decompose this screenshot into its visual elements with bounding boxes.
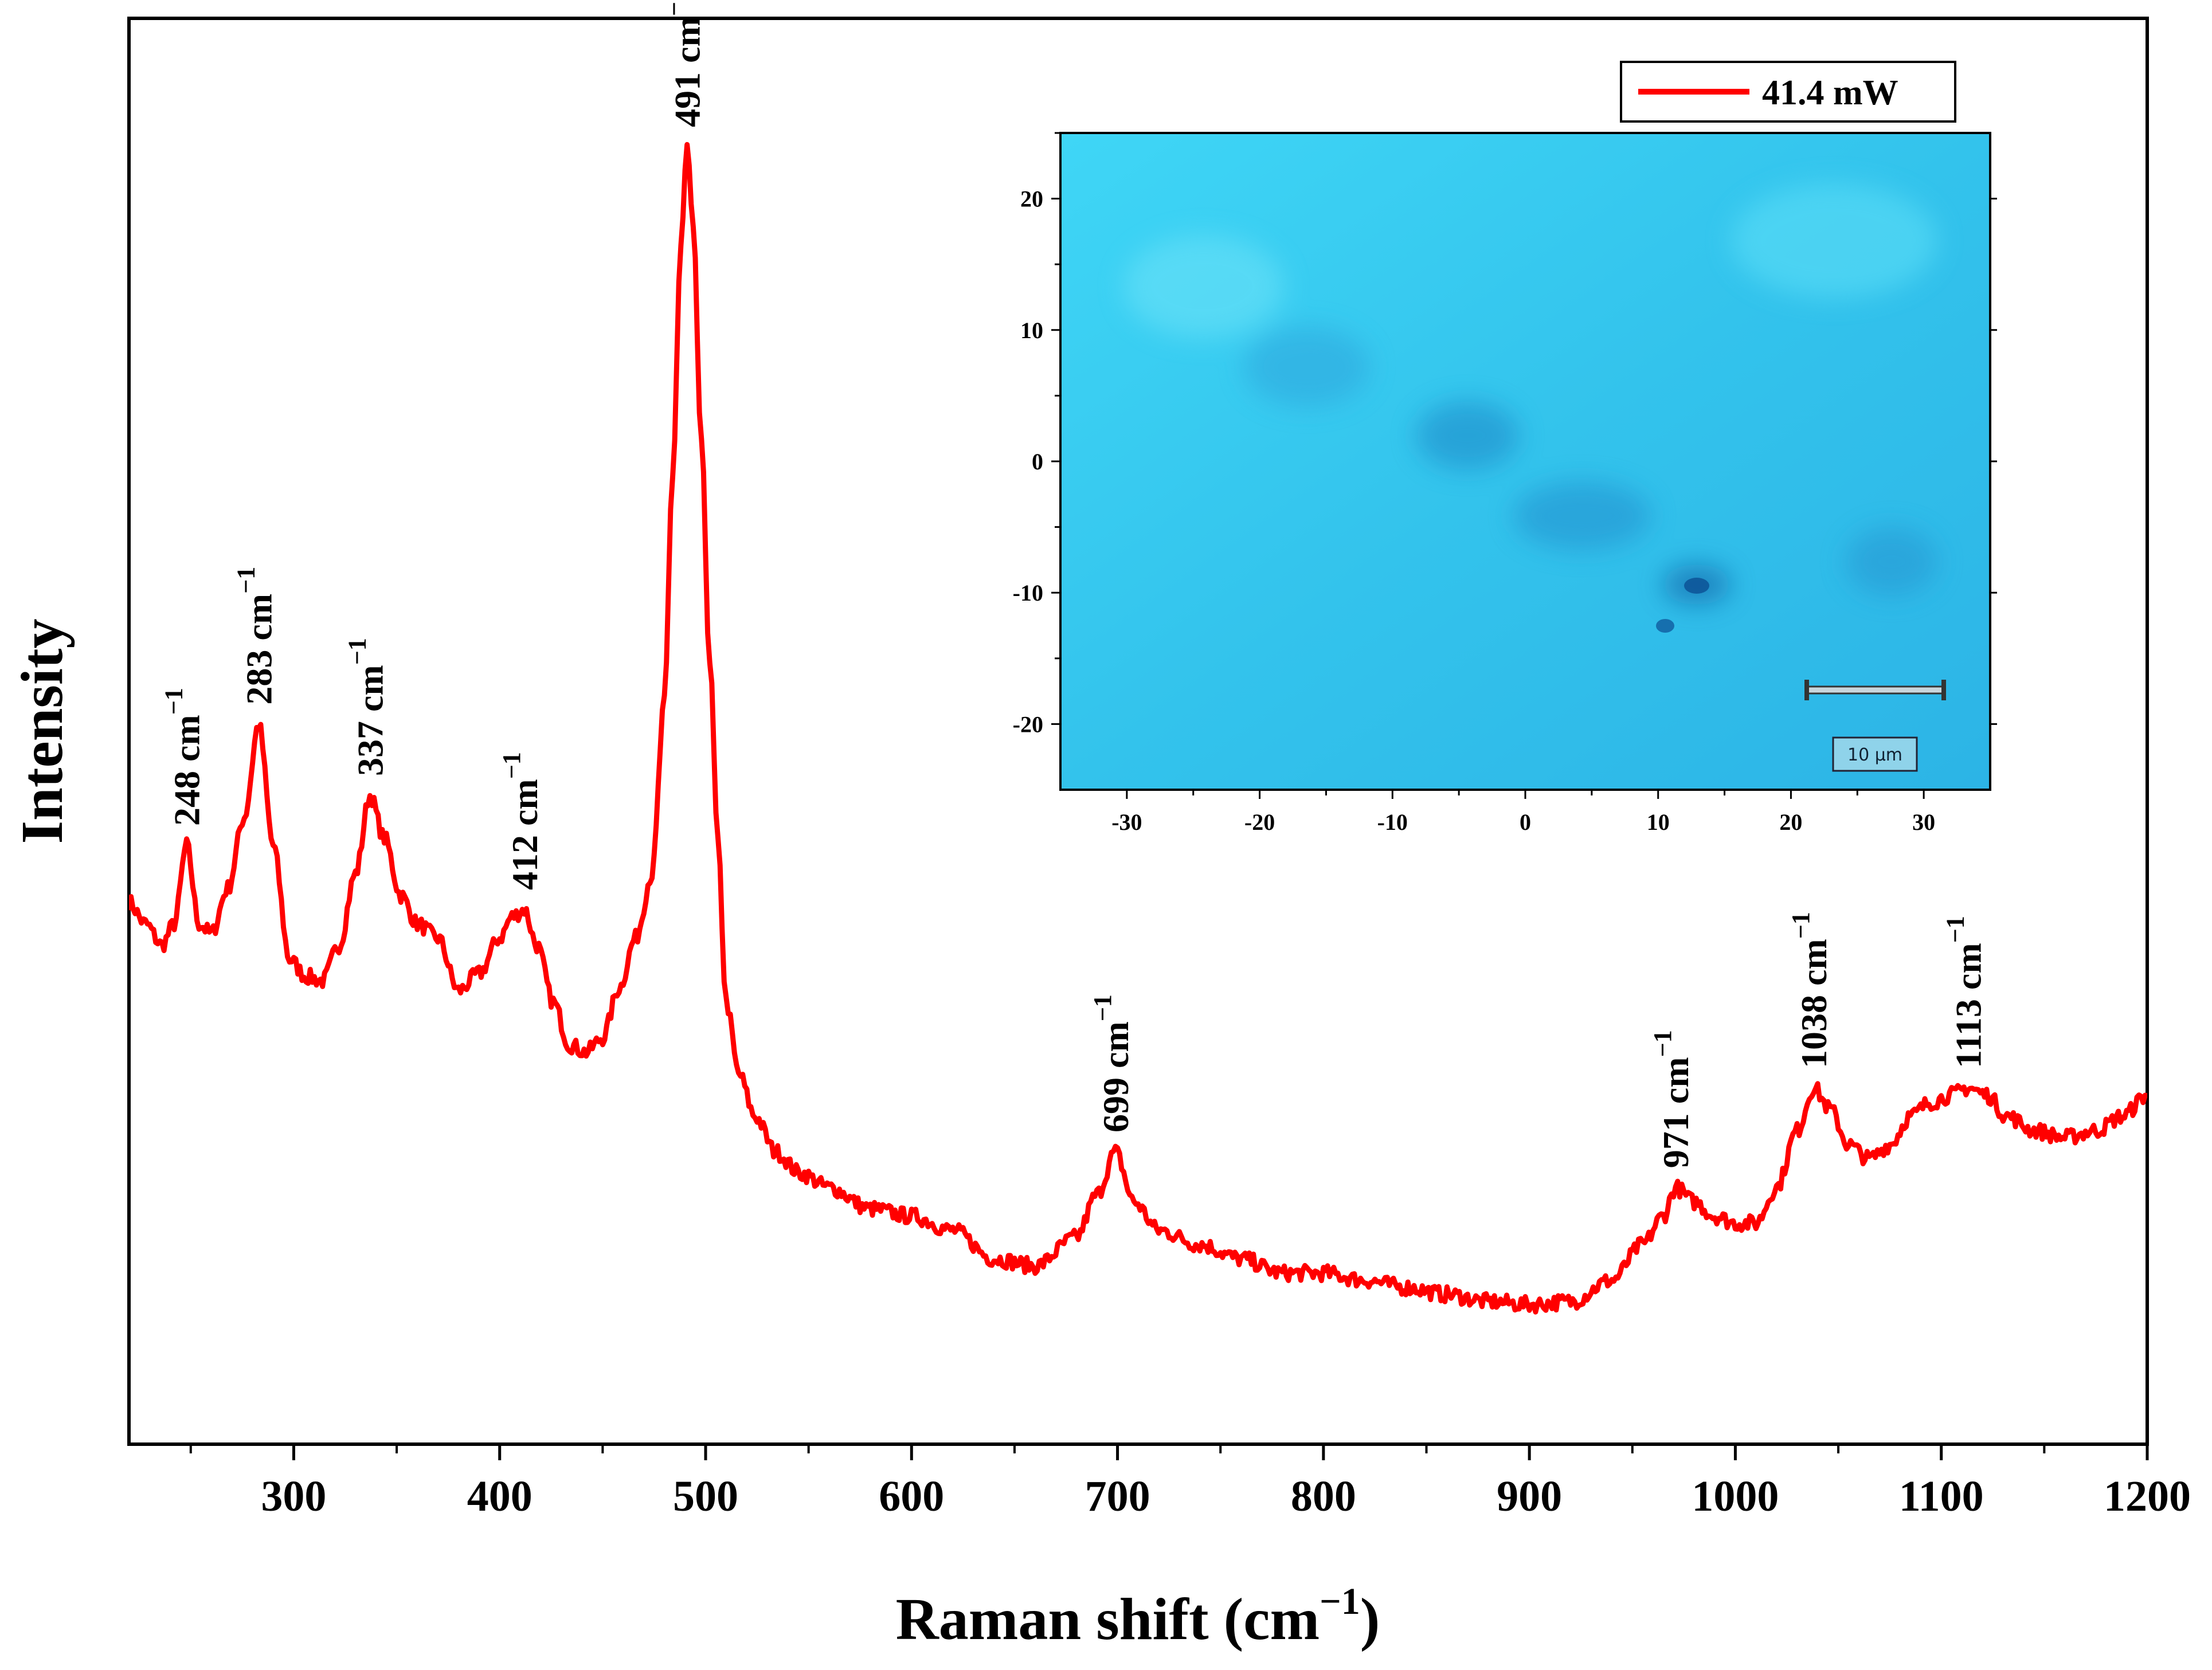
x-tick-label: 900 [1497, 1472, 1562, 1520]
x-tick-label: 1100 [1899, 1472, 1984, 1520]
inset-dark-patch [1244, 327, 1370, 407]
peak-label: 412 cm−1 [498, 752, 545, 890]
plot-area-frame [127, 17, 2149, 1446]
inset-y-tick-label: 10 [1020, 317, 1043, 343]
scale-bar-right-cap [1941, 680, 1946, 700]
inset-dark-spot [1656, 619, 1674, 633]
inset-x-tick-label: -10 [1377, 809, 1408, 835]
scale-bar-left-cap [1804, 680, 1809, 700]
peak-label-value: 412 cm [504, 779, 545, 890]
x-axis-title-sup: −1 [1320, 1581, 1360, 1622]
peak-label-sup: −1 [1089, 994, 1117, 1021]
inset-image-texture [1123, 183, 1937, 605]
x-tick-label: 600 [879, 1472, 944, 1520]
inset-x-tick-label: -30 [1111, 809, 1142, 835]
y-axis-title: Intensity [9, 619, 75, 844]
scale-bar-line [1806, 685, 1944, 695]
x-tick-label: 800 [1291, 1472, 1356, 1520]
scale-bar-label: 10 µm [1847, 745, 1902, 765]
peak-label: 971 cm−1 [1649, 1030, 1696, 1168]
x-tick-label: 500 [673, 1472, 738, 1520]
x-tick-label: 400 [467, 1472, 533, 1520]
inset-y-tick-label: 0 [1032, 449, 1043, 475]
inset-x-tick-label: -20 [1244, 809, 1275, 835]
inset-dark-patch [1846, 527, 1937, 596]
peak-label-value: 248 cm [167, 715, 208, 826]
inset-y-tick-label: -20 [1013, 711, 1043, 737]
peak-label-sup: −1 [343, 638, 371, 665]
inset-light-patch [1731, 183, 1937, 298]
inset-dark-patch [1513, 481, 1651, 550]
peak-label-sup: −1 [660, 0, 688, 16]
x-tick-label: 1200 [2104, 1472, 2191, 1520]
peak-label: 491 cm−1 [660, 0, 708, 127]
scale-bar-label-box [1832, 736, 1918, 772]
inset-x-tick-label: 20 [1779, 809, 1802, 835]
inset-x-tick-label: 10 [1647, 809, 1670, 835]
peak-label-value: 283 cm [238, 594, 279, 705]
inset-microscope-image: -30 -20 -10 0 10 20 30 20 10 0 -10 -20 10 µm [1013, 132, 1997, 835]
inset-scale-bar: 10 µm [1804, 680, 1946, 772]
x-tick-label: 300 [261, 1472, 326, 1520]
peak-label-sup: −1 [1941, 916, 1969, 943]
peak-label-sup: −1 [498, 752, 526, 779]
inset-x-axis-ticks: -30 -20 -10 0 10 20 30 [1111, 790, 1935, 835]
inset-x-tick-label: 0 [1520, 809, 1531, 835]
inset-dark-spot [1684, 578, 1709, 594]
peak-label: 248 cm−1 [160, 688, 208, 826]
spectrum-series-line [129, 142, 2147, 1315]
peak-label-value: 971 cm [1655, 1057, 1696, 1168]
inset-dark-patch [1416, 401, 1519, 470]
peak-label: 337 cm−1 [343, 638, 390, 776]
peak-label-value: 337 cm [350, 665, 390, 776]
inset-y-tick-label: 20 [1020, 186, 1043, 212]
peak-label-value: 699 cm [1095, 1021, 1136, 1132]
peak-label: 1038 cm−1 [1787, 912, 1834, 1068]
peak-label-sup: −1 [1787, 912, 1815, 939]
x-axis-title-suffix: ) [1360, 1586, 1380, 1652]
peak-label-value: 491 cm [667, 16, 708, 127]
inset-y-tick-label: -10 [1013, 580, 1043, 606]
x-tick-label: 1000 [1692, 1472, 1779, 1520]
peak-label-value: 1113 cm [1948, 943, 1988, 1068]
peak-label: 283 cm−1 [232, 567, 279, 705]
peak-label-sup: −1 [232, 567, 260, 594]
legend: 41.4 mW [1620, 61, 1956, 123]
inset-x-tick-label: 30 [1912, 809, 1935, 835]
x-axis-ticks: 300 400 500 600 700 800 900 1000 1100 1200 [189, 1444, 2191, 1520]
x-tick-label: 700 [1085, 1472, 1150, 1520]
x-axis-title-main: Raman shift (cm [896, 1586, 1320, 1652]
peak-label: 1113 cm−1 [1941, 916, 1988, 1068]
x-axis-title: Raman shift (cm−1) [896, 1581, 1380, 1652]
peak-label-value: 1038 cm [1794, 939, 1834, 1068]
peak-label: 699 cm−1 [1089, 994, 1136, 1132]
peak-label-sup: −1 [1649, 1030, 1677, 1057]
peak-label-sup: −1 [160, 688, 188, 715]
legend-label-41-4-mw: 41.4 mW [1762, 73, 1898, 112]
inset-y-axis-ticks: 20 10 0 -10 -20 [1013, 132, 1997, 737]
inset-light-patch [1123, 235, 1284, 338]
